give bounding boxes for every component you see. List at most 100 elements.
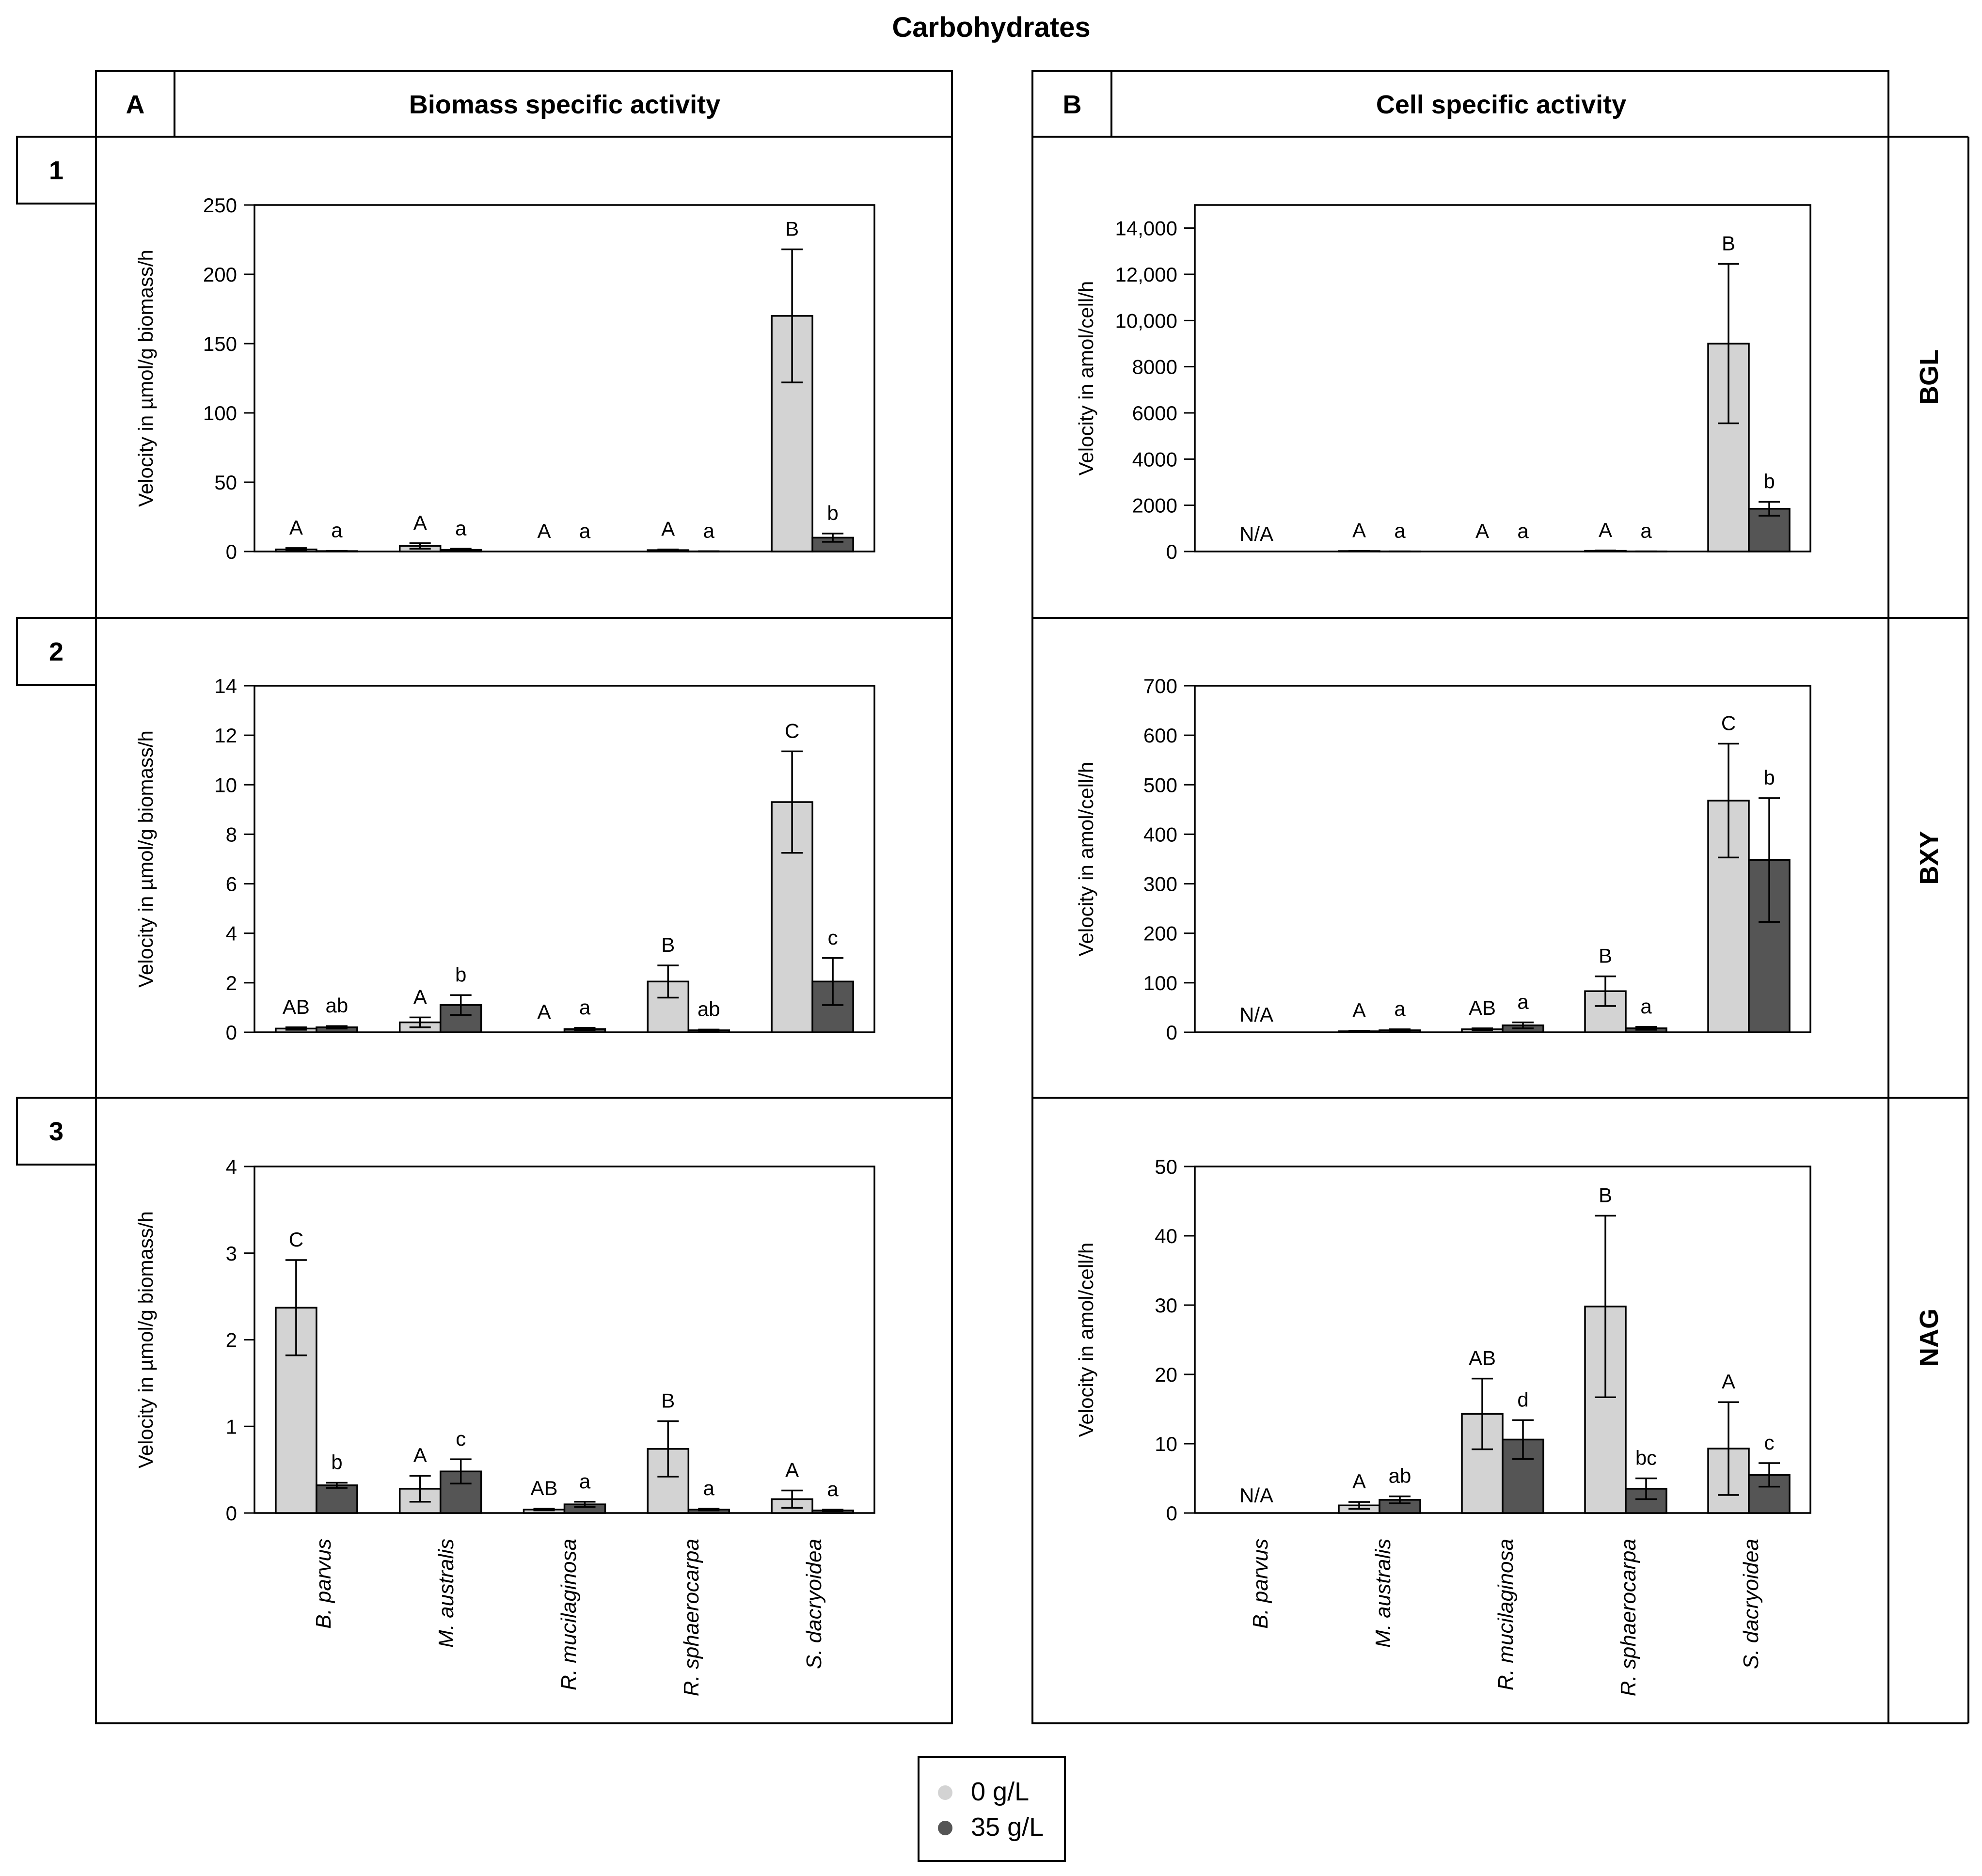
significance-label: C bbox=[1721, 712, 1736, 735]
legend-marker-35g bbox=[938, 1821, 952, 1835]
significance-label: a bbox=[1394, 520, 1406, 542]
y-tick-label: 1 bbox=[226, 1415, 237, 1438]
y-tick-label: 700 bbox=[1143, 675, 1177, 697]
significance-label: A bbox=[1722, 1370, 1735, 1393]
y-tick-label: 3 bbox=[226, 1242, 237, 1265]
significance-label: a bbox=[703, 519, 715, 542]
significance-label: A bbox=[1352, 519, 1366, 542]
significance-label: B bbox=[1599, 1184, 1612, 1207]
y-axis-label: Velocity in µmol/g biomass/h bbox=[134, 730, 157, 988]
species-label-a-2: R. mucilaginosa bbox=[557, 1539, 581, 1690]
chart-A1: 0 50 100 150 200 250 Velocity in µmol/g biomas… bbox=[134, 194, 875, 563]
na-label: N/A bbox=[1239, 1003, 1273, 1026]
significance-label: C bbox=[785, 719, 799, 742]
significance-label: B bbox=[661, 1389, 675, 1412]
significance-label: ab bbox=[1389, 1465, 1411, 1487]
row-number-1: 1 bbox=[49, 156, 63, 185]
chart-A2: 0 2 4 6 8 10 12 14 Velocity in µmol/g biomass/h A… bbox=[134, 675, 875, 1044]
significance-label: a bbox=[1394, 997, 1406, 1020]
significance-label: bc bbox=[1635, 1447, 1657, 1469]
y-tick-label: 10 bbox=[1155, 1433, 1177, 1455]
significance-label: A bbox=[661, 518, 675, 540]
significance-label: A bbox=[413, 511, 427, 534]
species-labels-b: B. parvus M. australis R. mucilaginosa R… bbox=[1249, 1539, 1763, 1696]
significance-label: A bbox=[785, 1459, 799, 1482]
y-tick-label: 40 bbox=[1155, 1225, 1177, 1247]
significance-label: B bbox=[1599, 945, 1612, 967]
significance-label: b bbox=[1763, 470, 1775, 493]
species-label-a-0: B. parvus bbox=[312, 1539, 335, 1629]
y-tick-label: 200 bbox=[1143, 922, 1177, 945]
species-label-a-4: S. dacryoidea bbox=[802, 1539, 826, 1669]
y-tick-label: 10,000 bbox=[1115, 309, 1177, 332]
y-tick-label: 2000 bbox=[1132, 494, 1177, 517]
y-tick-label: 100 bbox=[203, 402, 237, 425]
significance-label: AB bbox=[1469, 996, 1496, 1019]
y-tick-label: 0 bbox=[226, 1021, 237, 1044]
significance-label: A bbox=[289, 516, 303, 539]
species-label-a-1: M. australis bbox=[434, 1539, 458, 1648]
y-tick-label: 30 bbox=[1155, 1294, 1177, 1317]
y-tick-label: 0 bbox=[226, 540, 237, 563]
y-tick-label: 4 bbox=[226, 1155, 237, 1178]
y-tick-label: 50 bbox=[1155, 1155, 1177, 1178]
significance-label: A bbox=[537, 1000, 551, 1023]
significance-label: c bbox=[1764, 1431, 1775, 1454]
significance-label: AB bbox=[283, 995, 310, 1018]
legend-marker-0g bbox=[938, 1785, 952, 1800]
species-label-b-1: M. australis bbox=[1371, 1539, 1395, 1648]
significance-label: a bbox=[1640, 520, 1652, 542]
significance-label: a bbox=[579, 520, 591, 542]
row-number-box-1 bbox=[16, 136, 97, 205]
y-tick-label: 0 bbox=[226, 1502, 237, 1525]
species-labels-a: B. parvus M. australis R. mucilaginosa R… bbox=[312, 1539, 826, 1696]
row-number-box-2 bbox=[16, 617, 97, 686]
column-title-a: Biomass specific activity bbox=[409, 90, 720, 119]
significance-label: a bbox=[1517, 520, 1529, 542]
na-label: N/A bbox=[1239, 1484, 1273, 1507]
y-tick-label: 2 bbox=[226, 972, 237, 994]
panel-frame-a bbox=[95, 70, 953, 1724]
legend: 0 g/L 35 g/L bbox=[918, 1756, 1066, 1862]
significance-label: c bbox=[828, 926, 838, 949]
significance-label: b bbox=[331, 1450, 342, 1473]
significance-label: A bbox=[1475, 520, 1489, 542]
significance-label: AB bbox=[530, 1477, 557, 1499]
y-tick-label: 0 bbox=[1166, 1021, 1177, 1044]
significance-label: a bbox=[703, 1477, 715, 1499]
y-tick-label: 8 bbox=[226, 823, 237, 846]
y-tick-label: 150 bbox=[203, 332, 237, 355]
y-tick-label: 300 bbox=[1143, 873, 1177, 896]
y-axis-label: Velocity in µmol/g biomass/h bbox=[134, 1211, 157, 1468]
y-tick-label: 400 bbox=[1143, 823, 1177, 846]
bar-35gL-0 bbox=[316, 1484, 358, 1514]
y-tick-label: 12 bbox=[214, 724, 237, 747]
significance-label: AB bbox=[1469, 1347, 1496, 1370]
legend-box bbox=[918, 1756, 1066, 1862]
column-letter-a: A bbox=[126, 90, 145, 119]
significance-label: A bbox=[413, 1444, 427, 1466]
significance-label: A bbox=[537, 520, 551, 542]
plot-area bbox=[254, 1166, 875, 1514]
column-letter-b: B bbox=[1063, 90, 1082, 119]
y-tick-label: 250 bbox=[203, 194, 237, 217]
y-tick-label: 0 bbox=[1166, 540, 1177, 563]
y-tick-label: 10 bbox=[214, 773, 237, 796]
chart-B2: 0 100 200 300 400 500 600 700 Velocity in amol/c… bbox=[1075, 675, 1811, 1044]
species-label-b-4: S. dacryoidea bbox=[1739, 1539, 1763, 1669]
column-title-b: Cell specific activity bbox=[1376, 90, 1626, 119]
y-tick-label: 20 bbox=[1155, 1363, 1177, 1386]
species-label-b-2: R. mucilaginosa bbox=[1494, 1539, 1518, 1690]
species-label-b-0: B. parvus bbox=[1249, 1539, 1272, 1629]
y-tick-label: 6 bbox=[226, 873, 237, 896]
significance-label: a bbox=[455, 517, 467, 539]
y-tick-label: 6000 bbox=[1132, 402, 1177, 425]
y-tick-label: 200 bbox=[203, 263, 237, 286]
y-tick-label: 500 bbox=[1143, 773, 1177, 796]
chart-B1: 0 2000 4000 6000 8000 10,000 12,000 14,000 Veloc… bbox=[1075, 204, 1811, 563]
legend-label-35g: 35 g/L bbox=[971, 1813, 1044, 1842]
significance-label: A bbox=[1352, 999, 1366, 1022]
significance-label: b bbox=[827, 502, 838, 524]
y-tick-label: 2 bbox=[226, 1329, 237, 1352]
